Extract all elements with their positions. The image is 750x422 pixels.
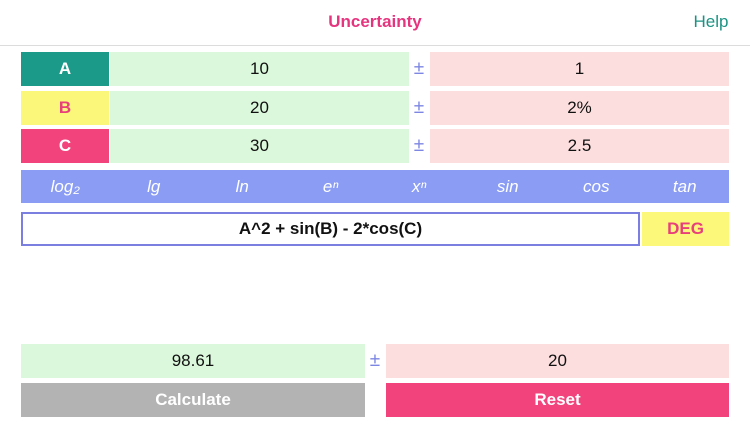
plus-minus: ± [413,97,425,118]
variable-value[interactable]: 30 [110,129,409,163]
variable-uncertainty[interactable]: 2% [430,91,729,125]
function-button[interactable]: ln [235,176,249,196]
function-button[interactable]: cos [583,176,610,196]
function-button[interactable]: xⁿ [411,176,427,196]
variable-uncertainty[interactable]: 1 [430,52,729,86]
variable-value[interactable]: 20 [110,91,409,125]
function-button[interactable]: sin [496,176,519,196]
function-button[interactable]: tan [672,176,697,196]
divider [0,45,750,46]
expression-input[interactable]: A^2 + sin(B) - 2*cos(C) [21,212,640,246]
calculate-button[interactable]: Calculate [21,383,365,417]
plus-minus: ± [369,350,381,371]
result-value: 98.61 [21,344,365,378]
variable-value[interactable]: 10 [110,52,409,86]
help-button[interactable]: Help [693,12,729,31]
plus-minus: ± [413,135,425,156]
function-button[interactable]: log₂ [50,176,80,196]
title: Uncertainty [328,12,422,31]
angle-mode-button[interactable]: DEG [642,212,729,246]
variable-label[interactable]: C [21,129,109,163]
variable-uncertainty[interactable]: 2.5 [430,129,729,163]
variable-label[interactable]: B [21,91,109,125]
plus-minus: ± [413,58,425,79]
reset-button[interactable]: Reset [386,383,729,417]
function-bar: log₂ lg ln eⁿ xⁿ sin cos tan [21,170,729,203]
function-button[interactable]: lg [147,176,161,196]
function-button[interactable]: eⁿ [322,176,339,196]
variable-label[interactable]: A [21,52,109,86]
result-uncertainty: 20 [386,344,729,378]
